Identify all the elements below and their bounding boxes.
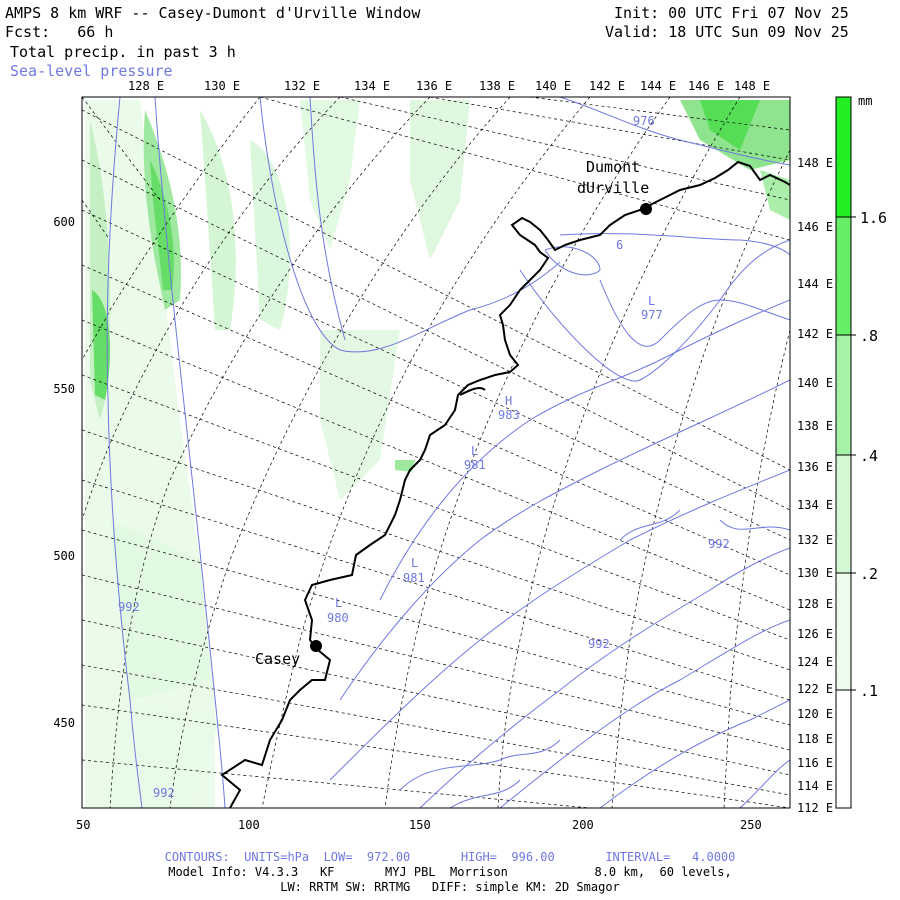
lon-label: 128 E <box>797 597 833 611</box>
x-tick-label: 250 <box>740 818 762 832</box>
lon-label: 122 E <box>797 682 833 696</box>
x-tick-label: 200 <box>572 818 594 832</box>
field-precip-label: Total precip. in past 3 h <box>10 43 236 61</box>
station-casey: Casey <box>255 640 322 668</box>
colorbar-label: .4 <box>860 447 878 465</box>
lon-label: 138 E <box>479 79 515 93</box>
physics-info: LW: RRTM SW: RRTMG DIFF: simple KM: 2D S… <box>280 880 620 894</box>
lon-label: 116 E <box>797 756 833 770</box>
lon-label: 136 E <box>416 79 452 93</box>
pressure-label: 977 <box>641 308 663 322</box>
right-lon-labels: 148 E 146 E 144 E 142 E 140 E 138 E 136 … <box>797 156 833 815</box>
pressure-label: 992 <box>708 537 730 551</box>
lon-label: 144 E <box>797 277 833 291</box>
lon-label: 126 E <box>797 627 833 641</box>
lon-label: 124 E <box>797 655 833 669</box>
colorbar-bin <box>836 455 851 573</box>
top-lon-labels: 128 E 130 E 132 E 134 E 136 E 138 E 140 … <box>128 79 770 93</box>
colorbar-bin <box>836 690 851 808</box>
x-tick-label: 100 <box>238 818 260 832</box>
lon-label: 148 E <box>797 156 833 170</box>
graticule <box>82 97 790 808</box>
colorbar-bin <box>836 335 851 455</box>
pressure-label: H <box>505 394 512 408</box>
field-slp-label: Sea-level pressure <box>10 62 173 80</box>
colorbar-bin <box>836 97 851 217</box>
forecast-label: Fcst: <box>5 23 51 41</box>
x-tick-label: 150 <box>409 818 431 832</box>
colorbar-label: .2 <box>860 565 878 583</box>
x-axis-labels: 50 100 150 200 250 <box>76 818 762 832</box>
lon-label: 140 E <box>535 79 571 93</box>
y-tick-label: 500 <box>53 549 75 563</box>
valid-time: Valid: 18 UTC Sun 09 Nov 25 <box>605 23 849 41</box>
pressure-label: 976 <box>633 114 655 128</box>
colorbar-label: 1.6 <box>860 209 887 227</box>
lon-label: 144 E <box>640 79 676 93</box>
lon-label: 134 E <box>797 498 833 512</box>
lon-label: 140 E <box>797 376 833 390</box>
lon-label: 134 E <box>354 79 390 93</box>
lon-label: 130 E <box>797 566 833 580</box>
lon-label: 112 E <box>797 801 833 815</box>
y-tick-label: 450 <box>53 716 75 730</box>
lon-label: 128 E <box>128 79 164 93</box>
station-label-dumont-2: dUrville <box>577 179 649 197</box>
lon-label: 130 E <box>204 79 240 93</box>
station-marker-dumont <box>640 203 652 215</box>
slp-contours <box>106 97 790 808</box>
pressure-label: 992 <box>153 786 175 800</box>
pressure-labels: 976 6 L 977 H 983 L 981 L 981 L 980 992 … <box>118 114 730 800</box>
lon-label: 146 E <box>688 79 724 93</box>
pressure-label: 6 <box>616 238 623 252</box>
lon-label: 118 E <box>797 732 833 746</box>
lon-label: 136 E <box>797 460 833 474</box>
lon-label: 132 E <box>284 79 320 93</box>
pressure-label: 980 <box>327 611 349 625</box>
lon-label: 132 E <box>797 533 833 547</box>
colorbar-bin <box>836 217 851 335</box>
x-tick-label: 50 <box>76 818 90 832</box>
forecast-hour: Fcst: 66 h <box>5 23 113 41</box>
lon-label: 120 E <box>797 707 833 721</box>
pressure-label: 992 <box>588 637 610 651</box>
map-title: AMPS 8 km WRF -- Casey-Dumont d'Urville … <box>5 4 421 22</box>
colorbar: mm 1.6 .8 .4 .2 .1 <box>835 94 887 809</box>
model-info: Model Info: V4.3.3 KF MYJ PBL Morrison 8… <box>168 865 732 879</box>
precip-shading <box>85 100 790 808</box>
coastline <box>220 160 790 808</box>
pressure-label: L <box>335 596 342 610</box>
lon-label: 114 E <box>797 779 833 793</box>
colorbar-bin <box>836 573 851 690</box>
pressure-label: L <box>648 294 655 308</box>
station-dumont-durville: Dumont dUrville <box>577 158 652 215</box>
lon-label: 142 E <box>797 327 833 341</box>
pressure-label: 981 <box>464 458 486 472</box>
pressure-label: 992 <box>118 600 140 614</box>
lon-label: 146 E <box>797 220 833 234</box>
lon-label: 138 E <box>797 419 833 433</box>
pressure-label: 981 <box>403 571 425 585</box>
station-marker-casey <box>310 640 322 652</box>
pressure-label: L <box>411 556 418 570</box>
plot-frame <box>81 96 791 809</box>
pressure-label: 983 <box>498 408 520 422</box>
pressure-label: L <box>471 444 478 458</box>
colorbar-label: .1 <box>860 682 878 700</box>
contour-info: CONTOURS: UNITS=hPa LOW= 972.00 HIGH= 99… <box>164 850 736 864</box>
forecast-value: 66 h <box>77 23 114 41</box>
station-label-casey: Casey <box>255 650 300 668</box>
colorbar-unit: mm <box>858 94 872 108</box>
y-tick-label: 600 <box>53 215 75 229</box>
colorbar-label: .8 <box>860 327 878 345</box>
station-label-dumont-1: Dumont <box>586 158 640 176</box>
lon-label: 148 E <box>734 79 770 93</box>
y-tick-label: 550 <box>53 382 75 396</box>
lon-label: 142 E <box>589 79 625 93</box>
y-axis-labels: 600 550 500 450 <box>53 215 75 730</box>
init-time: Init: 00 UTC Fri 07 Nov 25 <box>614 4 849 22</box>
